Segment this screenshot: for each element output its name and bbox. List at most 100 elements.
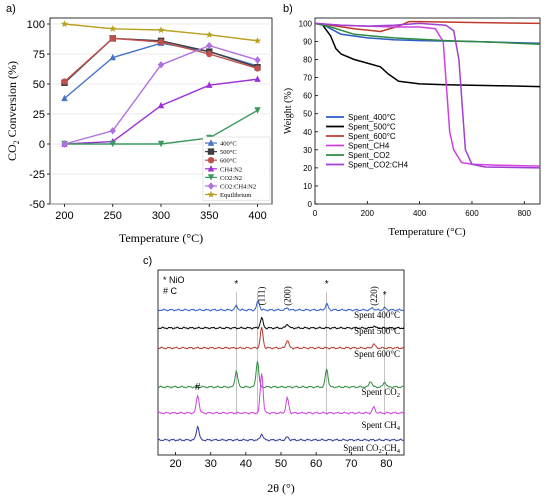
panel-c-phase-marker: * [325, 279, 329, 290]
panel-b-series-line-5 [314, 22, 541, 169]
panel-a-legend-label: CO2:N2 [220, 175, 242, 182]
panel-c-pattern-0 [157, 300, 405, 312]
panel-a-legend-marker [207, 182, 215, 190]
panel-a-legend-label: 400°C [220, 141, 237, 148]
legend-note-carbon: # C [163, 286, 178, 296]
panel-a-data-point [254, 56, 261, 64]
panel-c-phase-marker: # [195, 382, 201, 393]
panel-b-y-tick-label: 60 [303, 92, 312, 101]
panel-a-legend-marker [207, 139, 215, 146]
panel-c-miller-index-label: (111) [257, 287, 267, 306]
legend-note-nio: * NiO [163, 275, 185, 285]
panel-b-x-tick-label: 800 [518, 209, 532, 218]
panel-b-y-tick-label: 10 [303, 182, 312, 191]
panel-a-series-line-3 [64, 78, 258, 145]
panel-a-data-point [60, 20, 69, 28]
panel-c: c) 20 30 40 50 60 70 80 Spent 400°C Spent 500°C… [143, 255, 405, 495]
panel-b-legend-label: Spent_600°C [348, 132, 396, 141]
panel-b-x-axis-label: Temperature (°C) [388, 226, 466, 238]
panel-a-data-point [206, 81, 213, 88]
panel-b-x-tick-label: 0 [313, 209, 318, 218]
panel-c-pattern-label: Spent 500°C [354, 326, 400, 336]
panel-b-frame [314, 17, 541, 205]
panel-a-data-point [109, 127, 116, 135]
panel-a-data-point [61, 78, 68, 85]
panel-b: b) 0 10 20 30 40 50 60 70 80 90 100 0 200 400 600 800 S… [283, 3, 541, 238]
panel-a-x-tick-label: 200 [55, 210, 73, 222]
panel-c-x-tick-label: 60 [310, 458, 322, 470]
panel-c-phase-marker: * [383, 290, 387, 301]
panel-a-legend-marker [207, 174, 215, 181]
panel-b-y-tick-label: 100 [299, 19, 313, 28]
panel-a-data-point [157, 61, 165, 69]
panel-a-data-point [157, 101, 165, 109]
panel-a-data-point [157, 140, 165, 148]
panel-a-data-point [206, 50, 213, 58]
panel-a-data-point [253, 37, 262, 44]
panel-a-data-point [206, 41, 213, 50]
panel-c-x-axis-label: 2θ (°) [267, 481, 295, 495]
panel-c-x-tick-label: 30 [205, 458, 217, 470]
panel-a-data-point [157, 38, 165, 46]
panel-b-y-tick-label: 30 [303, 146, 312, 155]
panel-a-data-point [254, 107, 261, 114]
panel-b-legend-label: Spent_CO2 [348, 151, 390, 160]
panel-b-y-tick-label: 20 [303, 164, 312, 173]
panel-a-y-tick-label: -25 [29, 169, 45, 181]
panel-b-y-tick-label: 80 [303, 56, 312, 65]
panel-a-data-point [109, 25, 117, 32]
panel-b-y-tick-label: 50 [303, 110, 312, 119]
panel-c-miller-index-label: (220) [369, 286, 379, 306]
panel-c-pattern-1 [157, 316, 405, 330]
panel-b-series-line-4 [314, 22, 541, 45]
panel-c-pattern-5 [157, 425, 405, 442]
panel-c-pattern-label: Spent CH4 [361, 420, 400, 432]
panel-a-data-point [157, 26, 165, 34]
panel-c-x-tick-label: 20 [169, 458, 181, 470]
panel-b-y-tick-label: 40 [303, 128, 312, 137]
panel-c-phase-marker: * [234, 279, 238, 290]
panel-c-pattern-2 [157, 326, 405, 350]
panel-c-pattern-label: Spent 400°C [354, 310, 400, 320]
panel-b-x-tick-label: 600 [465, 209, 479, 218]
panel-a: a) -50 -25 0 25 50 75 100 200 250 300 350 400 400°C… [5, 3, 273, 245]
panel-a-y-axis-label: CO2 Conversion (%) [5, 61, 21, 161]
panel-label-b: b) [283, 3, 293, 15]
panel-a-legend-label: 500°C [220, 149, 237, 156]
panel-label-c: c) [143, 255, 152, 267]
panel-a-legend-label: Equilibrium [220, 192, 251, 199]
panel-a-legend-label: CO2:CH4:N2 [220, 184, 256, 191]
panel-a-legend-marker [207, 148, 215, 155]
panel-c-miller-index-label: (200) [282, 286, 292, 306]
panel-a-y-tick-label: 100 [27, 19, 45, 31]
panel-b-y-axis-label: Weight (%) [283, 88, 294, 134]
panel-b-series-line-2 [314, 20, 541, 33]
panel-b-legend-label: Spent_500°C [348, 123, 396, 132]
panel-b-y-tick-label: 90 [303, 37, 312, 46]
panel-label-a: a) [6, 3, 16, 15]
panel-a-legend-marker [207, 157, 215, 164]
panel-c-pattern-4 [157, 373, 404, 415]
panel-a-legend-label: CH4:N2 [220, 166, 242, 173]
panel-a-data-point [109, 53, 116, 61]
panel-a-legend-marker [207, 165, 215, 172]
panel-a-x-tick-label: 400 [248, 210, 266, 222]
panel-b-x-tick-label: 200 [361, 209, 375, 218]
panel-a-x-tick-label: 250 [104, 210, 122, 222]
panel-b-legend-label: Spent_CH4 [348, 142, 390, 151]
panel-a-y-tick-label: 0 [39, 139, 45, 151]
panel-c-x-tick-label: 40 [240, 458, 252, 470]
panel-c-x-tick-label: 50 [275, 458, 287, 470]
panel-a-y-tick-label: -50 [29, 199, 45, 211]
panel-a-data-point [254, 65, 261, 72]
panel-a-x-axis-label: Temperature (°C) [119, 231, 203, 245]
panel-a-y-tick-label: 25 [33, 109, 45, 121]
panel-a-data-point [109, 35, 116, 42]
panel-a-legend-label: 600°C [220, 158, 237, 165]
panel-a-data-point [61, 94, 68, 102]
panel-b-legend-label: Spent_CO2:CH4 [348, 161, 409, 170]
panel-a-x-tick-label: 350 [200, 210, 218, 222]
panel-a-y-tick-label: 75 [33, 49, 45, 61]
panel-a-data-point [205, 31, 213, 38]
panel-a-x-tick-label: 300 [152, 210, 170, 222]
